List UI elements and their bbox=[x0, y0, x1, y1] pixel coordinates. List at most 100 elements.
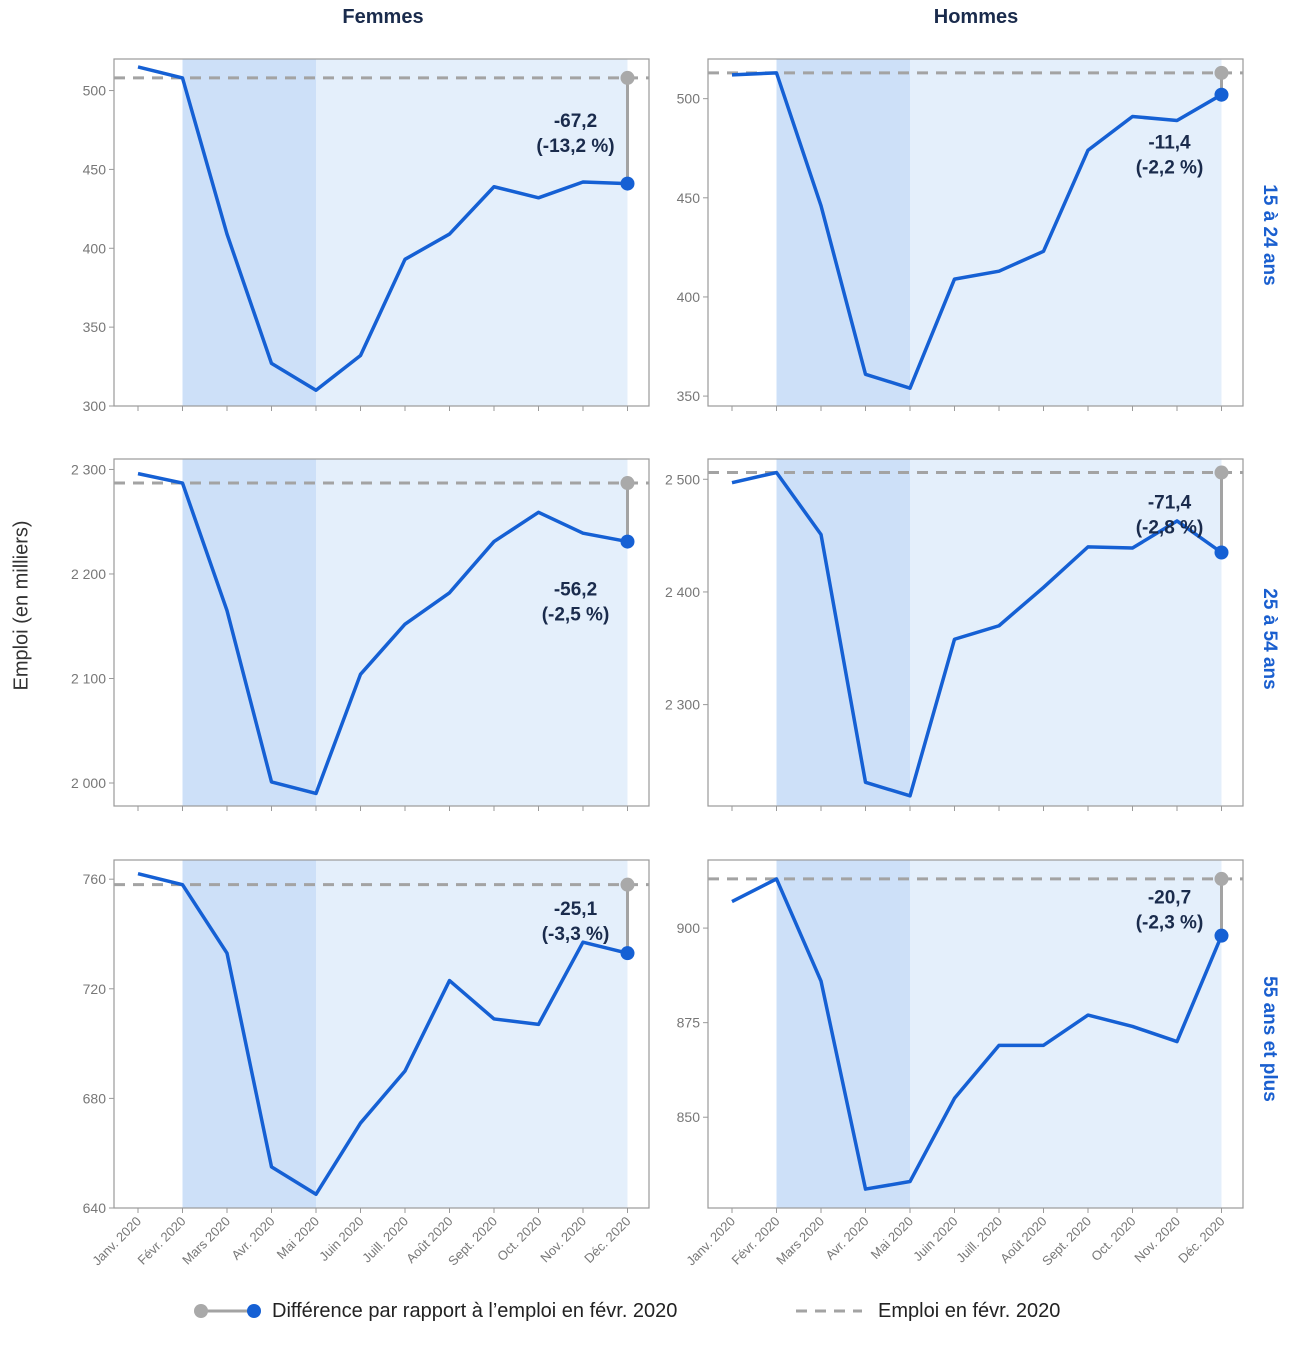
panel-6-xtick-label: Déc. 2020 bbox=[1175, 1214, 1228, 1267]
panel-5-xtick-label: Sept. 2020 bbox=[445, 1214, 500, 1269]
dashed-line-icon bbox=[796, 1309, 862, 1313]
panel-2-ytick-label: 450 bbox=[677, 190, 701, 206]
panel-5-xtick-label: Juin 2020 bbox=[316, 1214, 366, 1264]
panel-3-annotation-percent: (-2,5 %) bbox=[542, 605, 610, 626]
panel-4-ytick-label: 2 400 bbox=[665, 584, 700, 600]
panel-2-annotation-value: -11,4 bbox=[1148, 133, 1191, 154]
panel-3-ytick-label: 2 100 bbox=[71, 670, 106, 686]
panel-3-ytick-label: 2 000 bbox=[71, 775, 106, 791]
panel-3-baseline-marker bbox=[620, 476, 635, 491]
panel-6-xtick-label: Juin 2020 bbox=[910, 1214, 960, 1264]
panel-5-annotation-value: -25,1 bbox=[554, 899, 598, 920]
panel-3-current-marker bbox=[620, 534, 635, 549]
panel-1-ytick-label: 350 bbox=[83, 319, 107, 335]
panel-1-baseline-marker bbox=[620, 70, 635, 85]
panel-5-ytick-label: 760 bbox=[83, 871, 107, 887]
panel-2-baseline-marker bbox=[1214, 65, 1229, 80]
panel-5-baseline-marker bbox=[620, 877, 635, 892]
panel-6-xtick-label: Janv. 2020 bbox=[683, 1214, 738, 1269]
panel-6-shade-recovery bbox=[910, 860, 1222, 1208]
panel-1-shade-lockdown bbox=[182, 59, 316, 406]
panel-5-xtick-label: Juill. 2020 bbox=[359, 1214, 411, 1266]
panel-2-current-marker bbox=[1214, 87, 1229, 102]
panel-5-ytick-label: 680 bbox=[83, 1090, 107, 1106]
panel-5-xtick-label: Mai 2020 bbox=[274, 1214, 322, 1262]
panel-3-shade-lockdown bbox=[182, 459, 316, 806]
panel-6-xtick-label: Nov. 2020 bbox=[1131, 1214, 1183, 1266]
panel-2-shade-recovery bbox=[910, 59, 1222, 406]
panel-2-ytick-label: 350 bbox=[677, 388, 701, 404]
panel-5-ytick-label: 640 bbox=[83, 1200, 107, 1216]
panel-1-current-marker bbox=[620, 176, 635, 191]
panel-6-annotation-value: -20,7 bbox=[1148, 887, 1191, 908]
panel-4-annotation-value: -71,4 bbox=[1148, 493, 1192, 514]
panel-6-xtick-label: Juill. 2020 bbox=[953, 1214, 1005, 1266]
panel-5-xtick-label: Mars 2020 bbox=[179, 1214, 233, 1268]
panel-6-shade-lockdown bbox=[776, 860, 910, 1208]
panel-6-ytick-label: 900 bbox=[677, 920, 701, 936]
panel-1-shade-recovery bbox=[316, 59, 628, 406]
legend-label-baseline: Emploi en févr. 2020 bbox=[878, 1299, 1061, 1322]
panel-1-ytick-label: 400 bbox=[83, 240, 107, 256]
panel-6-xtick-label: Oct. 2020 bbox=[1088, 1214, 1138, 1264]
panel-4-annotation-percent: (-2,8 %) bbox=[1136, 518, 1204, 539]
panel-6-frame bbox=[707, 859, 1244, 1209]
panel-5-xtick-label: Déc. 2020 bbox=[581, 1214, 634, 1267]
panel-2-ytick-label: 500 bbox=[677, 91, 701, 107]
panel-3-shade-recovery bbox=[316, 459, 628, 806]
panel-4-ytick-label: 2 500 bbox=[665, 471, 700, 487]
panel-5-series-line bbox=[137, 872, 628, 1197]
panel-5-xtick-label: Avr. 2020 bbox=[228, 1214, 277, 1263]
panel-6-baseline-marker bbox=[1214, 871, 1229, 886]
panel-2-annotation-percent: (-2,2 %) bbox=[1136, 158, 1204, 179]
panel-5-xtick-label: Oct. 2020 bbox=[494, 1214, 544, 1264]
panel-6-series-line bbox=[731, 877, 1224, 1191]
panel-1-ytick-label: 300 bbox=[83, 398, 107, 414]
panel-6-xtick-label: Sept. 2020 bbox=[1039, 1214, 1094, 1269]
panel-3-frame bbox=[113, 458, 650, 807]
panel-4-frame bbox=[707, 458, 1244, 807]
panel-2-frame bbox=[707, 58, 1244, 407]
panel-5-shade-lockdown bbox=[182, 860, 316, 1208]
panel-4-current-marker bbox=[1214, 545, 1229, 560]
panel-4-ytick-label: 2 300 bbox=[665, 697, 700, 713]
column-title-femmes: Femmes bbox=[342, 6, 424, 28]
panel-5-frame bbox=[113, 859, 650, 1209]
panel-5-shade-recovery bbox=[316, 860, 628, 1208]
panel-1-annotation-value: -67,2 bbox=[554, 111, 597, 132]
difference-marker-icon bbox=[194, 1304, 261, 1318]
panel-5-current-marker bbox=[620, 946, 635, 961]
panel-5-xtick-label: Janv. 2020 bbox=[89, 1214, 144, 1269]
panel-1-series-line bbox=[137, 65, 628, 392]
panel-5-xtick-label: Nov. 2020 bbox=[537, 1214, 589, 1266]
panel-6-xtick-label: Mars 2020 bbox=[773, 1214, 827, 1268]
panel-2-shade-lockdown bbox=[776, 59, 910, 406]
panel-3-ytick-label: 2 300 bbox=[71, 461, 106, 477]
panel-5-annotation-percent: (-3,3 %) bbox=[542, 924, 610, 945]
panel-1-frame bbox=[113, 58, 650, 407]
panel-3-annotation-value: -56,2 bbox=[554, 580, 597, 601]
panel-1-annotation-percent: (-13,2 %) bbox=[536, 136, 614, 157]
panel-1-ytick-label: 450 bbox=[83, 161, 107, 177]
panel-4-shade-recovery bbox=[910, 459, 1222, 806]
panel-6-xtick-label: Avr. 2020 bbox=[822, 1214, 871, 1263]
legend-item-baseline: Emploi en févr. 2020 bbox=[794, 1296, 1060, 1326]
panel-5-ytick-label: 720 bbox=[83, 981, 107, 997]
legend-item-difference: Différence par rapport à l’emploi en fév… bbox=[190, 1296, 677, 1326]
panel-3-series-line bbox=[137, 471, 628, 796]
panel-2-series-line bbox=[731, 71, 1223, 390]
panel-1-ytick-label: 500 bbox=[83, 83, 107, 99]
panel-4-shade-lockdown bbox=[776, 459, 910, 806]
panel-6-current-marker bbox=[1214, 928, 1229, 943]
panel-2-ytick-label: 400 bbox=[677, 289, 701, 305]
panel-6-annotation-percent: (-2,3 %) bbox=[1136, 912, 1204, 933]
panel-3-ytick-label: 2 200 bbox=[71, 566, 106, 582]
panel-6-ytick-label: 850 bbox=[677, 1109, 701, 1125]
legend-label-difference: Différence par rapport à l’emploi en fév… bbox=[272, 1299, 678, 1322]
panel-6-ytick-label: 875 bbox=[677, 1015, 701, 1031]
panel-4-series-line bbox=[731, 470, 1223, 798]
panel-4-baseline-marker bbox=[1214, 465, 1229, 480]
panel-6-xtick-label: Mai 2020 bbox=[868, 1214, 916, 1262]
